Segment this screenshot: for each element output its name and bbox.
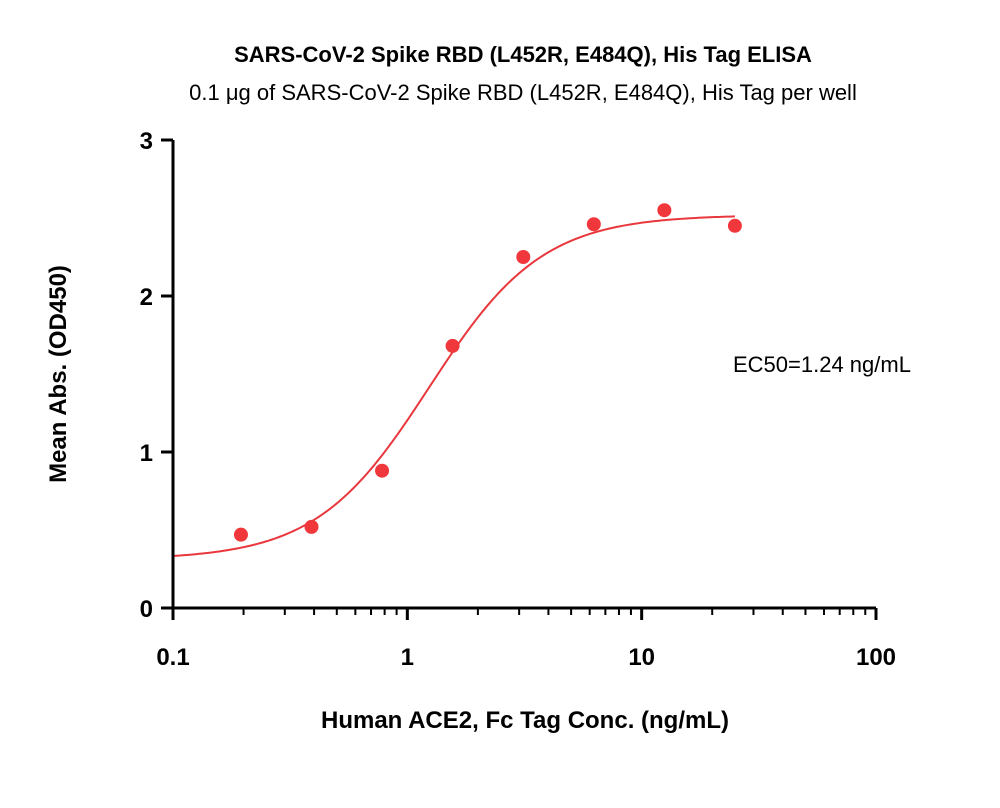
x-axis-label: Human ACE2, Fc Tag Conc. (ng/mL) [321,707,729,734]
y-tick-label-2: 2 [140,284,153,311]
plot-area: 0.1 1 10 100 0 1 2 3 [140,128,896,671]
data-point-0-2 [375,463,390,478]
x-tick-label-1: 1 [401,644,414,671]
x-tick-label-2: 10 [628,644,655,671]
chart-title: SARS-CoV-2 Spike RBD (L452R, E484Q), His… [234,42,812,67]
y-tick-label-3: 3 [140,128,153,155]
y-tick-label-1: 1 [140,440,153,467]
ticks: 0.1 1 10 100 0 1 2 3 [140,128,896,671]
y-tick-label-0: 0 [140,596,153,623]
data-point-0-6 [657,203,672,218]
fit-curve [172,215,735,557]
data-point-0-7 [727,218,742,233]
data-point-0-1 [304,519,319,534]
data-point-0-5 [586,217,601,232]
y-axis-label: Mean Abs. (OD450) [45,265,72,483]
data-point-0-4 [516,250,531,264]
x-tick-label-0: 0.1 [156,644,189,671]
data-point-0-0 [233,527,248,542]
data-points [233,203,742,542]
axes [171,140,876,610]
chart-subtitle: 0.1 μg of SARS-CoV-2 Spike RBD (L452R, E… [189,80,857,105]
data-point-0-3 [445,338,460,353]
x-tick-label-3: 100 [856,644,896,671]
ec50-annotation: EC50=1.24 ng/mL [733,352,911,377]
